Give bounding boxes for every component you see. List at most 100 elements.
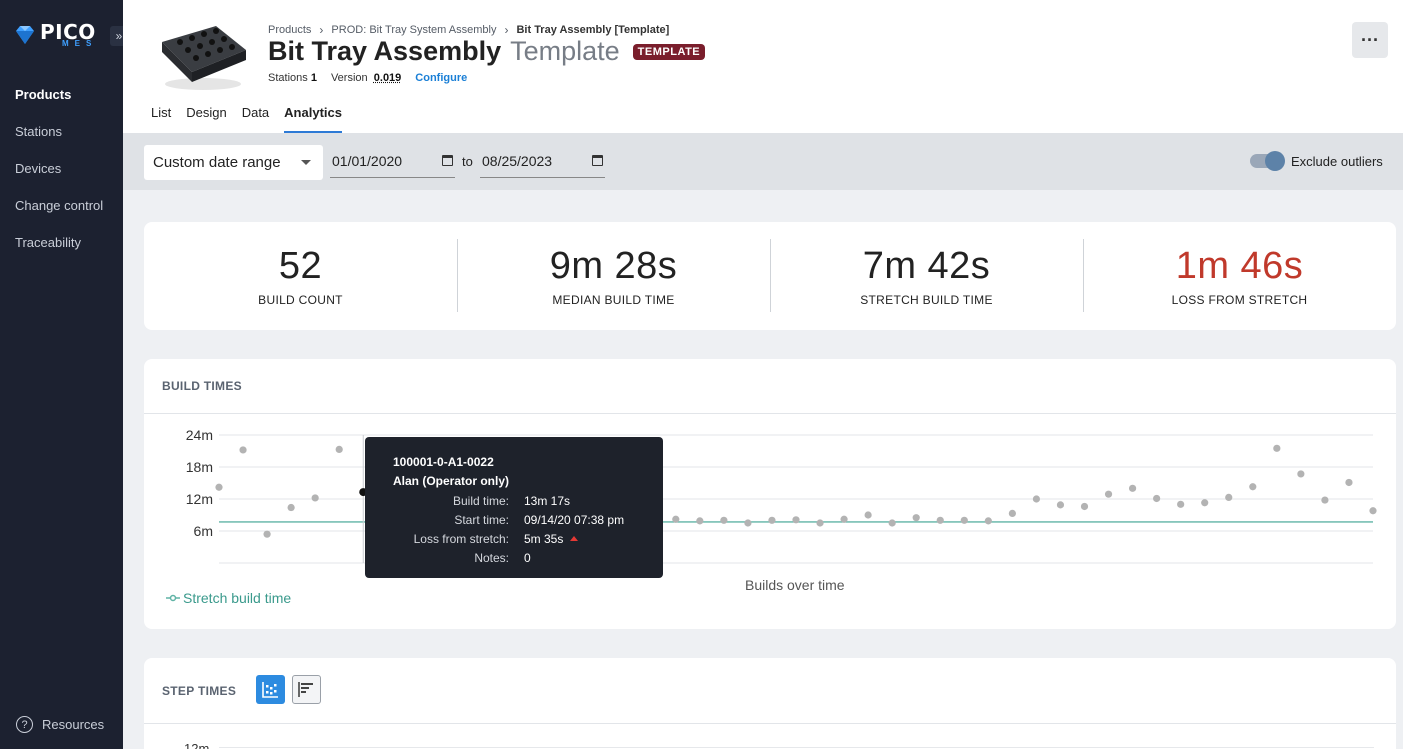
data-point[interactable]: [672, 516, 679, 523]
data-point[interactable]: [1345, 479, 1352, 486]
data-point[interactable]: [1153, 495, 1160, 502]
tooltip-value-with-indicator: 5m 35s: [524, 532, 578, 546]
data-point[interactable]: [792, 516, 799, 523]
data-point[interactable]: [1249, 483, 1256, 490]
data-point[interactable]: [1369, 507, 1376, 514]
data-point[interactable]: [239, 446, 246, 453]
stations-label: Stations: [268, 72, 308, 84]
bar-view-button[interactable]: [292, 675, 321, 704]
pico-mes-logo[interactable]: PICO MES: [14, 22, 97, 48]
data-point[interactable]: [865, 511, 872, 518]
legend-line-marker-icon: [166, 594, 180, 602]
y-tick-label: 18m: [186, 459, 213, 475]
legend-label: Stretch build time: [183, 590, 291, 606]
from-date-value: 01/01/2020: [332, 153, 402, 169]
data-point[interactable]: [840, 516, 847, 523]
data-point[interactable]: [1201, 499, 1208, 506]
scatter-chart-icon: [262, 681, 279, 698]
template-badge: TEMPLATE: [633, 44, 705, 60]
stat-label: MEDIAN BUILD TIME: [457, 293, 770, 307]
calendar-icon[interactable]: [592, 155, 603, 166]
data-point[interactable]: [1321, 496, 1328, 503]
tab-design[interactable]: Design: [186, 105, 226, 133]
stat-value: 1m 46s: [1083, 245, 1396, 288]
from-date-input[interactable]: 01/01/2020: [330, 145, 455, 178]
sidebar-item-change-control[interactable]: Change control: [0, 187, 123, 224]
data-point[interactable]: [1009, 510, 1016, 517]
exclude-outliers-toggle[interactable]: [1250, 154, 1283, 168]
increase-arrow-icon: [570, 536, 578, 541]
breadcrumb-product-assembly[interactable]: PROD: Bit Tray System Assembly: [331, 24, 496, 36]
tooltip-row: Loss from stretch: 5m 35s: [393, 529, 663, 548]
data-point[interactable]: [985, 517, 992, 524]
card-divider: [144, 723, 1396, 724]
tooltip-value: 13m 17s: [524, 494, 570, 508]
data-point[interactable]: [1033, 495, 1040, 502]
version-label: Version: [331, 72, 368, 84]
exclude-outliers-label: Exclude outliers: [1291, 154, 1383, 169]
y-tick-label: 12m: [186, 491, 213, 507]
tooltip-row: Notes: 0: [393, 548, 663, 567]
data-point[interactable]: [215, 484, 222, 491]
stations-count: 1: [311, 72, 317, 84]
tab-analytics[interactable]: Analytics: [284, 105, 342, 133]
chart-tooltip: 100001-0-A1-0022 Alan (Operator only) Bu…: [365, 437, 663, 578]
data-point[interactable]: [744, 519, 751, 526]
more-options-button[interactable]: ···: [1352, 22, 1388, 58]
data-point[interactable]: [312, 494, 319, 501]
x-axis-title: Builds over time: [745, 577, 845, 593]
sidebar-item-stations[interactable]: Stations: [0, 113, 123, 150]
data-point[interactable]: [768, 517, 775, 524]
data-point[interactable]: [1105, 491, 1112, 498]
version-value[interactable]: 0.019: [374, 72, 402, 84]
product-meta: Stations 1 Version 0.019 Configure: [268, 72, 467, 84]
stat-label: LOSS FROM STRETCH: [1083, 293, 1396, 307]
configure-link[interactable]: Configure: [415, 72, 467, 84]
stat-value: 7m 42s: [770, 245, 1083, 288]
breadcrumb-products[interactable]: Products: [268, 24, 311, 36]
bar-chart-icon: [298, 681, 315, 698]
scatter-view-button[interactable]: [256, 675, 285, 704]
data-point[interactable]: [1297, 470, 1304, 477]
step-times-title: STEP TIMES: [162, 684, 236, 698]
data-point[interactable]: [288, 504, 295, 511]
data-point[interactable]: [1273, 445, 1280, 452]
data-point[interactable]: [961, 517, 968, 524]
tooltip-operator: Alan (Operator only): [393, 472, 663, 491]
data-point[interactable]: [889, 519, 896, 526]
tab-data[interactable]: Data: [242, 105, 269, 133]
sidebar-item-traceability[interactable]: Traceability: [0, 224, 123, 261]
sidebar-item-resources[interactable]: ? Resources: [16, 716, 104, 733]
data-point[interactable]: [1081, 503, 1088, 510]
resources-label: Resources: [42, 717, 104, 732]
tooltip-value: 5m 35s: [524, 532, 563, 546]
data-point[interactable]: [913, 514, 920, 521]
calendar-icon[interactable]: [442, 155, 453, 166]
data-point[interactable]: [720, 517, 727, 524]
data-point[interactable]: [336, 446, 343, 453]
data-point[interactable]: [816, 519, 823, 526]
data-point[interactable]: [1057, 501, 1064, 508]
date-range-value: Custom date range: [153, 154, 281, 171]
data-point[interactable]: [263, 531, 270, 538]
sidebar-item-devices[interactable]: Devices: [0, 150, 123, 187]
gem-logo-icon: [14, 24, 36, 46]
chart-legend[interactable]: Stretch build time: [166, 590, 291, 606]
stat-label: STRETCH BUILD TIME: [770, 293, 1083, 307]
data-point[interactable]: [696, 517, 703, 524]
stations-meta: Stations 1: [268, 72, 317, 84]
sidebar-item-products[interactable]: Products: [0, 76, 123, 113]
tooltip-key: Start time:: [393, 513, 509, 527]
data-point[interactable]: [1177, 501, 1184, 508]
page-header: Products › PROD: Bit Tray System Assembl…: [123, 0, 1403, 133]
date-range-select[interactable]: Custom date range: [144, 145, 323, 180]
tab-list[interactable]: List: [151, 105, 171, 133]
data-point[interactable]: [937, 517, 944, 524]
stat-value: 9m 28s: [457, 245, 770, 288]
build-times-chart[interactable]: 6m 12m 18m 24m: [144, 359, 1396, 599]
data-point[interactable]: [1129, 485, 1136, 492]
tooltip-value: 09/14/20 07:38 pm: [524, 513, 624, 527]
data-point[interactable]: [1225, 494, 1232, 501]
summary-stats-card: 52 BUILD COUNT 9m 28s MEDIAN BUILD TIME …: [144, 222, 1396, 330]
to-date-input[interactable]: 08/25/2023: [480, 145, 605, 178]
